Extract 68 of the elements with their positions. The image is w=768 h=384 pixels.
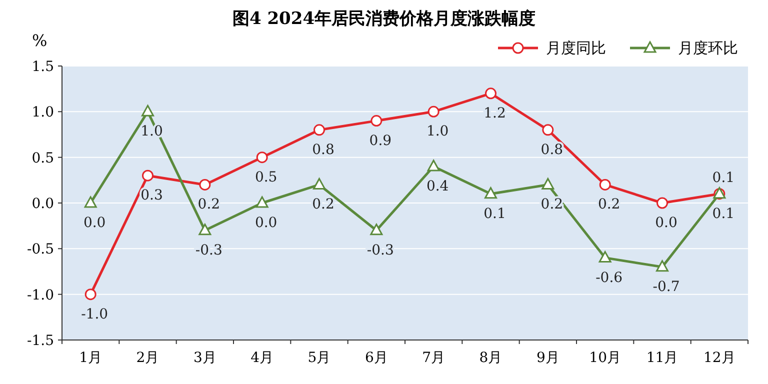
y-tick-label: 0.5 xyxy=(32,150,54,166)
y-tick-label: -0.5 xyxy=(27,242,54,258)
legend-label: 月度同比 xyxy=(546,39,606,57)
x-tick-label: 12月 xyxy=(704,350,736,366)
data-label: 0.9 xyxy=(369,132,392,149)
y-tick-label: 0.0 xyxy=(32,196,54,212)
point xyxy=(542,124,554,136)
x-tick-label: 3月 xyxy=(193,350,216,366)
data-label: -0.3 xyxy=(195,242,222,258)
x-tick-label: 4月 xyxy=(250,350,274,366)
point xyxy=(542,178,554,190)
point xyxy=(142,104,154,116)
point xyxy=(84,196,97,208)
data-label: 0.8 xyxy=(312,142,334,158)
x-tick-label: 2月 xyxy=(136,350,160,366)
data-label: -1.0 xyxy=(81,306,108,322)
data-label: 0.1 xyxy=(712,170,735,186)
data-label: 0.0 xyxy=(655,215,678,231)
point xyxy=(313,178,326,190)
x-tick-label: 11月 xyxy=(646,350,678,366)
data-label: -0.3 xyxy=(366,242,394,258)
data-label: 0.0 xyxy=(254,215,278,231)
data-label: 0.5 xyxy=(254,169,278,186)
point xyxy=(198,224,212,236)
point xyxy=(428,106,440,118)
x-tick-label: 10月 xyxy=(589,350,621,366)
data-label: 0.2 xyxy=(198,196,220,213)
point xyxy=(484,187,497,199)
data-label: 0.4 xyxy=(426,178,449,194)
data-label: 0.3 xyxy=(140,188,163,204)
point xyxy=(199,178,211,190)
data-label: 0.0 xyxy=(83,215,106,231)
x-tick-label: 5月 xyxy=(308,350,331,366)
point xyxy=(314,124,325,136)
point xyxy=(599,178,611,190)
data-label: 0.1 xyxy=(484,206,506,222)
point xyxy=(370,224,383,236)
data-label: -0.6 xyxy=(596,270,623,286)
data-label: 0.2 xyxy=(312,196,334,213)
point xyxy=(656,197,668,209)
point xyxy=(427,160,440,172)
data-label: -0.7 xyxy=(652,278,680,295)
data-label: 0.2 xyxy=(598,196,620,213)
y-tick-label: -1.5 xyxy=(27,333,54,349)
data-label: 0.2 xyxy=(540,196,564,213)
y-axis-title: % xyxy=(32,31,48,50)
data-label: 0.8 xyxy=(540,142,564,158)
point xyxy=(656,260,668,272)
point xyxy=(370,115,382,127)
x-tick-label: 9月 xyxy=(536,350,560,366)
point xyxy=(485,88,496,100)
data-label: 0.1 xyxy=(712,206,735,222)
x-tick-label: 1月 xyxy=(79,350,102,366)
point xyxy=(598,251,612,263)
x-tick-label: 6月 xyxy=(364,350,388,366)
y-tick-label: 1.5 xyxy=(32,59,54,75)
chart-title: 图4 2024年居民消费价格月度涨跌幅度 xyxy=(232,9,536,29)
point xyxy=(84,288,96,300)
point xyxy=(142,170,154,182)
data-label: 1.2 xyxy=(484,105,506,122)
y-tick-label: 1.0 xyxy=(32,104,54,121)
x-tick-label: 7月 xyxy=(422,350,446,366)
x-tick-label: 8月 xyxy=(479,350,502,366)
point xyxy=(256,196,268,208)
y-tick-label: -1.0 xyxy=(27,287,54,304)
legend-label: 月度环比 xyxy=(678,39,738,57)
data-label: 1.0 xyxy=(426,124,449,140)
point xyxy=(256,152,268,164)
